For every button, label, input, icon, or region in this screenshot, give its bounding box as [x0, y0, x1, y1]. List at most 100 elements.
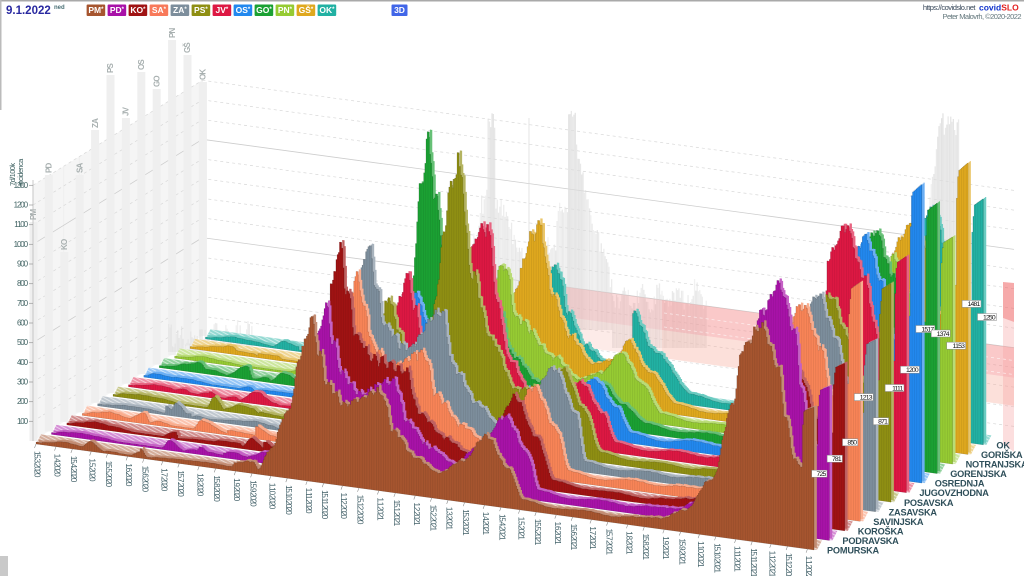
svg-text:15.7.2020: 15.7.2020 — [176, 470, 185, 497]
svg-text:OK*: OK* — [319, 5, 335, 15]
svg-text:781: 781 — [832, 456, 842, 463]
svg-text:1111: 1111 — [892, 385, 903, 392]
svg-text:15.10.2020: 15.10.2020 — [284, 485, 293, 515]
svg-text:1.8.2020: 1.8.2020 — [196, 473, 205, 497]
svg-text:15.8.2020: 15.8.2020 — [212, 475, 221, 502]
svg-text:15.8.2021: 15.8.2021 — [641, 534, 650, 561]
svg-text:1374: 1374 — [937, 331, 950, 338]
svg-text:800: 800 — [17, 279, 29, 288]
svg-text:15.12.2020: 15.12.2020 — [356, 495, 365, 525]
svg-text:15.5.2020: 15.5.2020 — [104, 461, 113, 488]
svg-text:1300: 1300 — [14, 181, 29, 190]
svg-text:OSREDNJA: OSREDNJA — [935, 479, 985, 489]
svg-text:PODRAVSKA: PODRAVSKA — [842, 536, 899, 546]
svg-text:15.9.2021: 15.9.2021 — [677, 539, 686, 566]
svg-text:SA: SA — [75, 162, 84, 173]
svg-text:1100: 1100 — [14, 220, 28, 229]
svg-text:POSAVSKA: POSAVSKA — [904, 498, 954, 508]
svg-text:15.11.2021: 15.11.2021 — [749, 548, 758, 576]
svg-text:1.7.2020: 1.7.2020 — [159, 468, 168, 492]
svg-text:PD*: PD* — [110, 5, 125, 15]
svg-text:1153: 1153 — [953, 343, 965, 350]
svg-text:15.6.2021: 15.6.2021 — [569, 524, 578, 551]
svg-text:1.9.2020: 1.9.2020 — [232, 478, 241, 502]
svg-text:1.7.2021: 1.7.2021 — [588, 526, 597, 550]
svg-text:15.1.2021: 15.1.2021 — [392, 500, 401, 527]
svg-text:900: 900 — [17, 260, 29, 269]
svg-text:1.12.2021: 1.12.2021 — [768, 551, 777, 576]
svg-text:1517: 1517 — [921, 326, 934, 333]
svg-text:ZASAVSKA: ZASAVSKA — [889, 507, 938, 517]
svg-text:871: 871 — [878, 419, 888, 426]
svg-text:200: 200 — [17, 397, 29, 406]
svg-text:3D: 3D — [394, 5, 405, 15]
svg-text:725: 725 — [817, 471, 827, 478]
svg-text:1250: 1250 — [983, 314, 996, 321]
svg-text:15.4.2020: 15.4.2020 — [69, 456, 78, 483]
svg-text:SAVINJSKA: SAVINJSKA — [873, 517, 924, 527]
svg-text:1.3.2021: 1.3.2021 — [445, 507, 454, 531]
svg-text:OS: OS — [137, 59, 146, 70]
svg-text:9.1.2022: 9.1.2022 — [6, 5, 51, 17]
svg-text:GO*: GO* — [256, 5, 272, 15]
svg-text:PS: PS — [106, 62, 115, 73]
svg-text:https://covidslo.net: https://covidslo.net — [923, 3, 977, 12]
svg-text:JV: JV — [122, 106, 131, 116]
svg-text:OK: OK — [199, 69, 208, 80]
svg-text:JUGOVZHODNA: JUGOVZHODNA — [919, 488, 989, 498]
svg-text:PM: PM — [29, 208, 38, 220]
svg-text:1.4.2021: 1.4.2021 — [481, 512, 490, 536]
svg-text:POMURSKA: POMURSKA — [827, 546, 880, 556]
svg-text:850: 850 — [847, 440, 857, 447]
svg-text:1213: 1213 — [860, 394, 873, 401]
svg-text:15.3.2021: 15.3.2021 — [461, 509, 470, 536]
svg-text:15.9.2020: 15.9.2020 — [249, 480, 258, 507]
svg-text:1.10.2020: 1.10.2020 — [267, 483, 276, 510]
svg-text:KOROŠKA: KOROŠKA — [858, 525, 904, 536]
svg-text:KO*: KO* — [130, 5, 146, 15]
svg-text:1.4.2020: 1.4.2020 — [53, 454, 62, 478]
svg-text:1.9.2021: 1.9.2021 — [661, 536, 670, 560]
svg-text:15.11.2020: 15.11.2020 — [320, 490, 329, 520]
svg-text:OS*: OS* — [236, 5, 251, 15]
svg-text:1.2.2021: 1.2.2021 — [412, 503, 421, 527]
svg-text:1.1.2021: 1.1.2021 — [375, 498, 384, 522]
svg-text:15.5.2021: 15.5.2021 — [533, 519, 542, 546]
svg-text:1.5.2021: 1.5.2021 — [516, 517, 525, 541]
svg-text:15.12.2021: 15.12.2021 — [784, 553, 793, 576]
svg-text:1.11.2021: 1.11.2021 — [733, 546, 742, 572]
svg-text:covidSLO: covidSLO — [979, 3, 1019, 13]
svg-text:KO: KO — [60, 239, 69, 250]
svg-text:ZA*: ZA* — [173, 5, 187, 15]
svg-text:1.1.2022: 1.1.2022 — [804, 556, 813, 576]
svg-text:Incidenca: Incidenca — [16, 158, 25, 186]
svg-text:1000: 1000 — [14, 240, 29, 249]
svg-text:300: 300 — [17, 378, 29, 387]
svg-text:GORENJSKA: GORENJSKA — [950, 469, 1007, 479]
svg-text:1.6.2021: 1.6.2021 — [553, 522, 562, 546]
svg-text:1.5.2020: 1.5.2020 — [88, 459, 97, 483]
svg-text:15.3.2020: 15.3.2020 — [33, 451, 42, 478]
svg-text:15.2.2021: 15.2.2021 — [428, 505, 437, 532]
svg-text:GŠ*: GŠ* — [299, 4, 314, 15]
svg-text:15.7.2021: 15.7.2021 — [605, 529, 614, 556]
svg-text:ned: ned — [54, 5, 65, 11]
svg-text:GORIŠKA: GORIŠKA — [981, 449, 1023, 460]
svg-text:PN*: PN* — [278, 5, 293, 15]
svg-text:15.6.2020: 15.6.2020 — [141, 466, 150, 493]
svg-text:1.10.2021: 1.10.2021 — [696, 541, 705, 568]
svg-text:100: 100 — [17, 417, 29, 426]
svg-text:7d/100k: 7d/100k — [8, 163, 17, 186]
svg-text:PD: PD — [45, 162, 54, 173]
svg-text:1200: 1200 — [906, 367, 919, 374]
svg-text:700: 700 — [17, 299, 29, 308]
svg-text:1481: 1481 — [968, 301, 981, 308]
svg-text:1200: 1200 — [14, 201, 29, 210]
svg-text:1.8.2021: 1.8.2021 — [624, 531, 633, 555]
svg-text:PN: PN — [168, 27, 177, 38]
svg-text:JV*: JV* — [216, 5, 229, 15]
svg-text:SA*: SA* — [152, 5, 167, 15]
svg-text:OK: OK — [996, 440, 1010, 450]
svg-text:NOTRANJSKA: NOTRANJSKA — [966, 460, 1024, 470]
svg-text:PM*: PM* — [88, 5, 104, 15]
